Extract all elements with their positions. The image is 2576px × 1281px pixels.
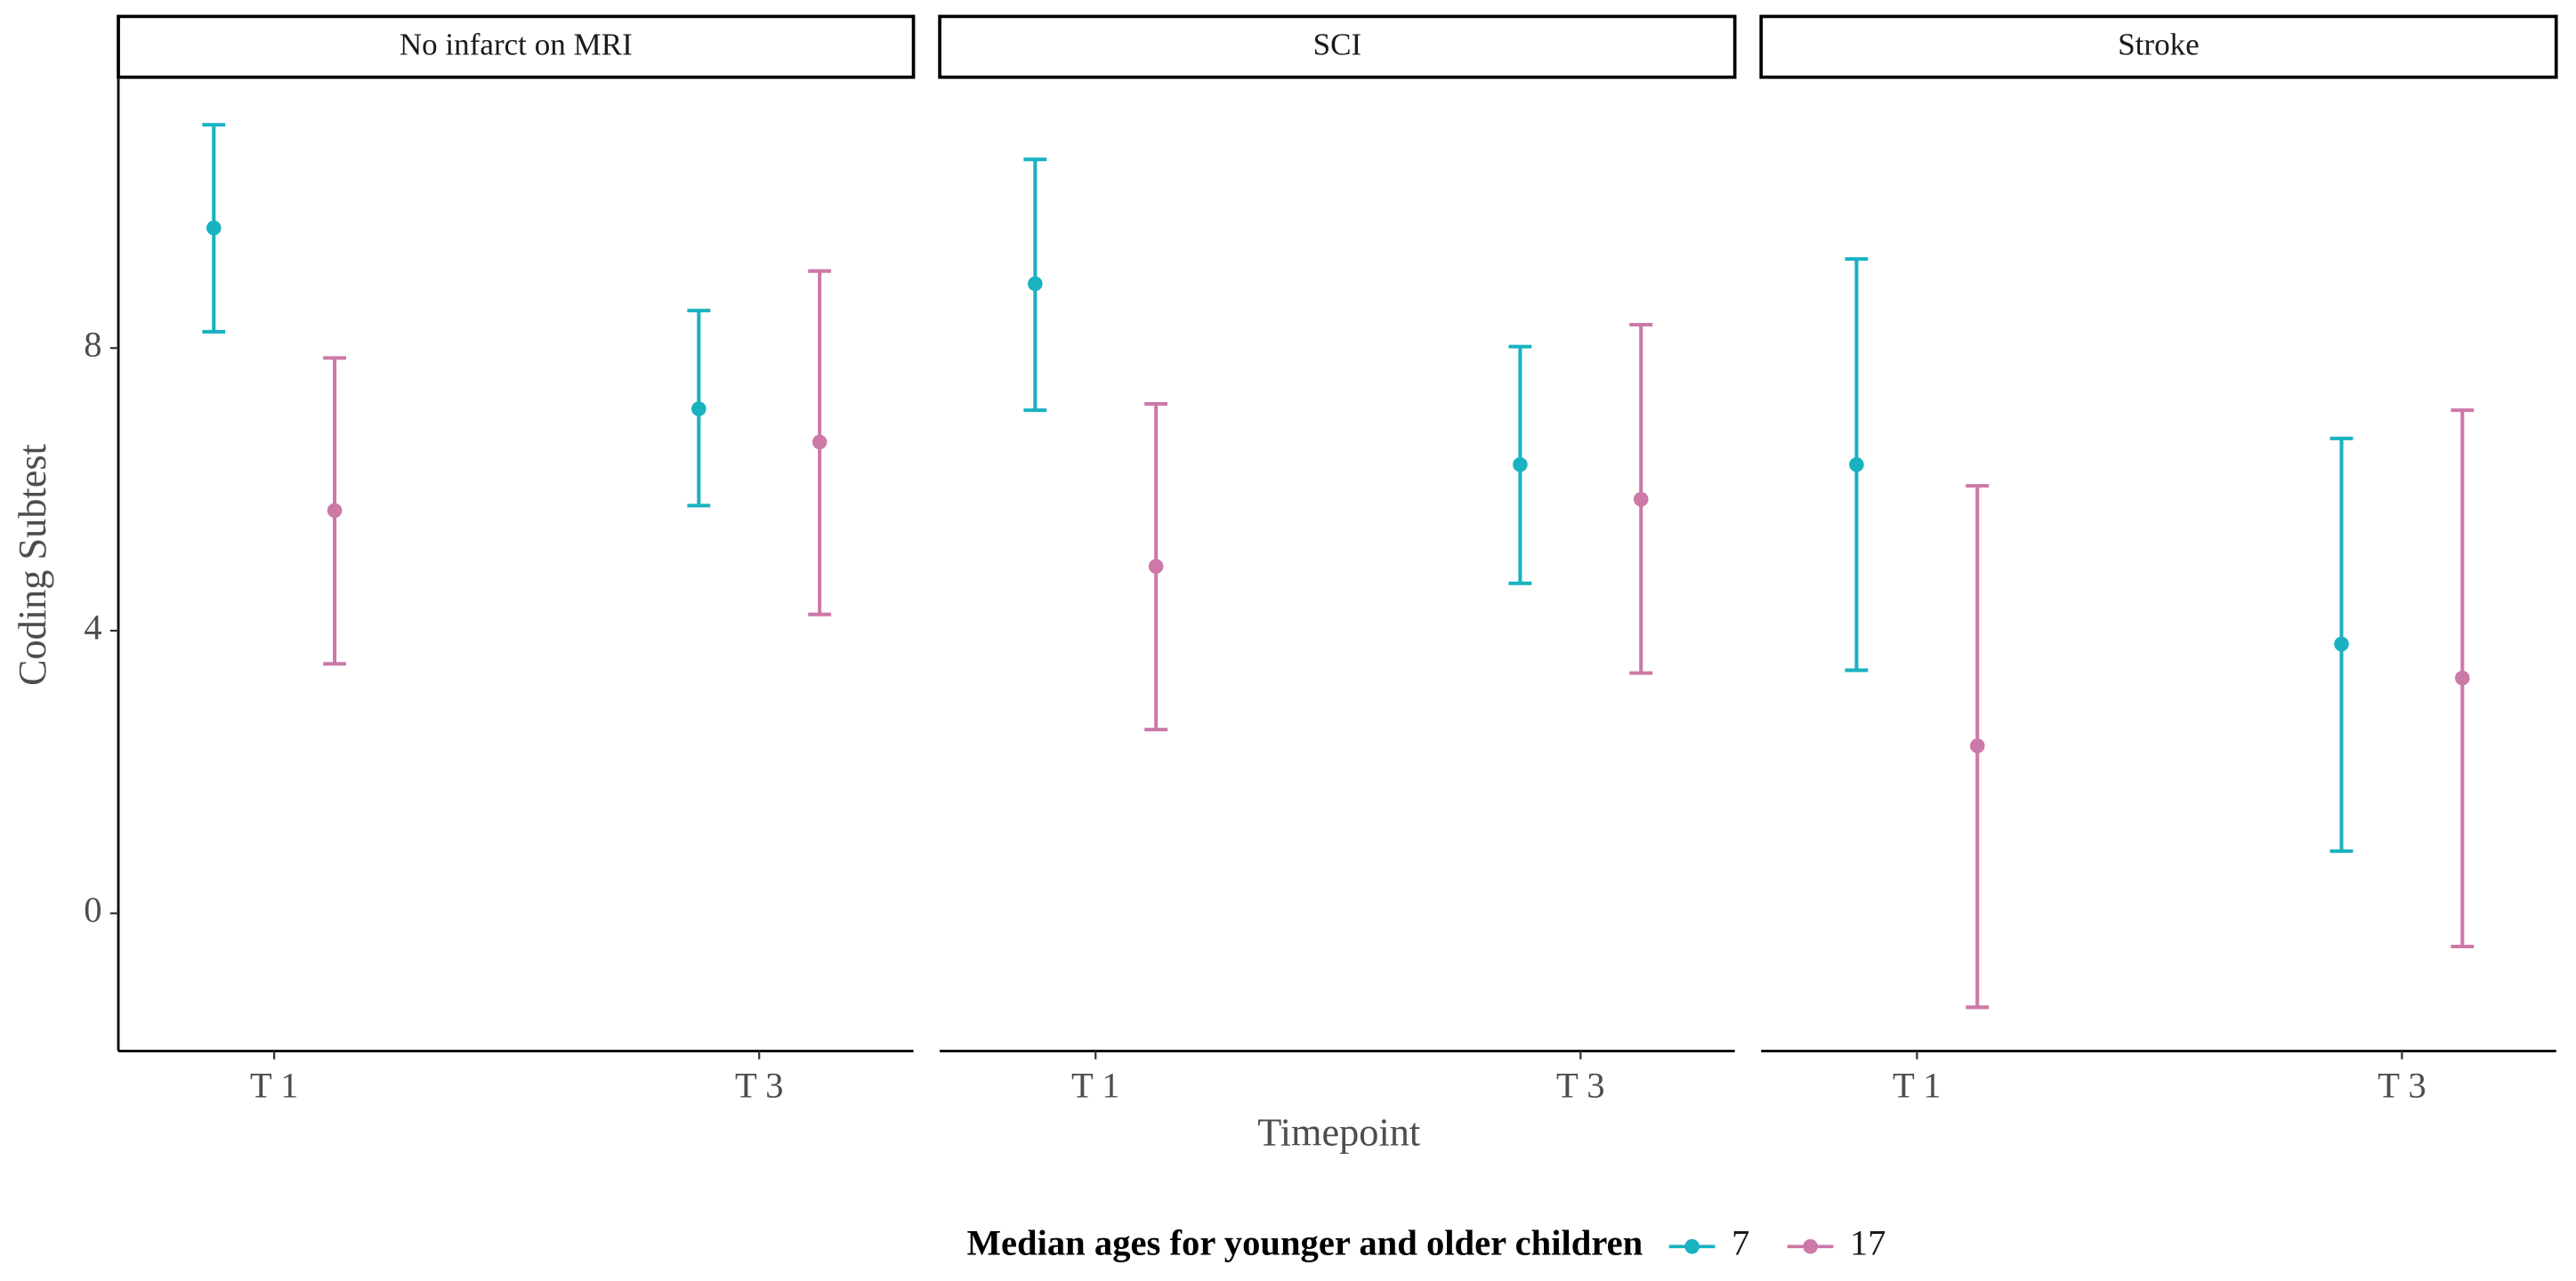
y-tick-label: 0 (84, 890, 101, 930)
point (2454, 670, 2470, 686)
point (1028, 276, 1043, 292)
x-tick-label: T 1 (1893, 1065, 1942, 1105)
x-tick-label: T 1 (1071, 1065, 1120, 1105)
point (1969, 738, 1985, 753)
legend-key-point (1803, 1238, 1818, 1254)
y-tick-label: 4 (84, 607, 101, 647)
y-tick-label: 8 (84, 325, 101, 365)
point (1633, 491, 1649, 507)
point (1849, 456, 1864, 472)
facet-strip (938, 14, 1737, 79)
facet-label: SCI (1313, 28, 1362, 62)
point (327, 503, 343, 519)
x-tick-label: T 3 (735, 1065, 784, 1105)
facet-strip (1759, 14, 2558, 79)
x-tick-label: T 1 (250, 1065, 299, 1105)
point (2334, 636, 2349, 652)
x-tick-label: T 3 (1556, 1065, 1605, 1105)
x-tick-label: T 3 (2378, 1065, 2427, 1105)
facet-label: No infarct on MRI (400, 28, 633, 62)
legend-label: 7 (1732, 1223, 1749, 1263)
facet-label: Stroke (2118, 28, 2200, 62)
y-axis-title: Coding Subtest (11, 443, 54, 686)
point (691, 401, 707, 416)
point (1513, 456, 1528, 472)
x-axis-title: Timepoint (1257, 1111, 1421, 1155)
facet-strip (117, 14, 916, 79)
point (206, 220, 222, 236)
legend-label: 17 (1850, 1223, 1886, 1263)
point (1148, 559, 1164, 574)
point (812, 434, 828, 450)
legend-key-point (1684, 1238, 1700, 1254)
legend-title: Median ages for younger and older childr… (967, 1223, 1643, 1263)
